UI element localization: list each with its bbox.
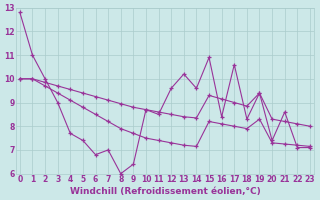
- X-axis label: Windchill (Refroidissement éolien,°C): Windchill (Refroidissement éolien,°C): [69, 187, 260, 196]
